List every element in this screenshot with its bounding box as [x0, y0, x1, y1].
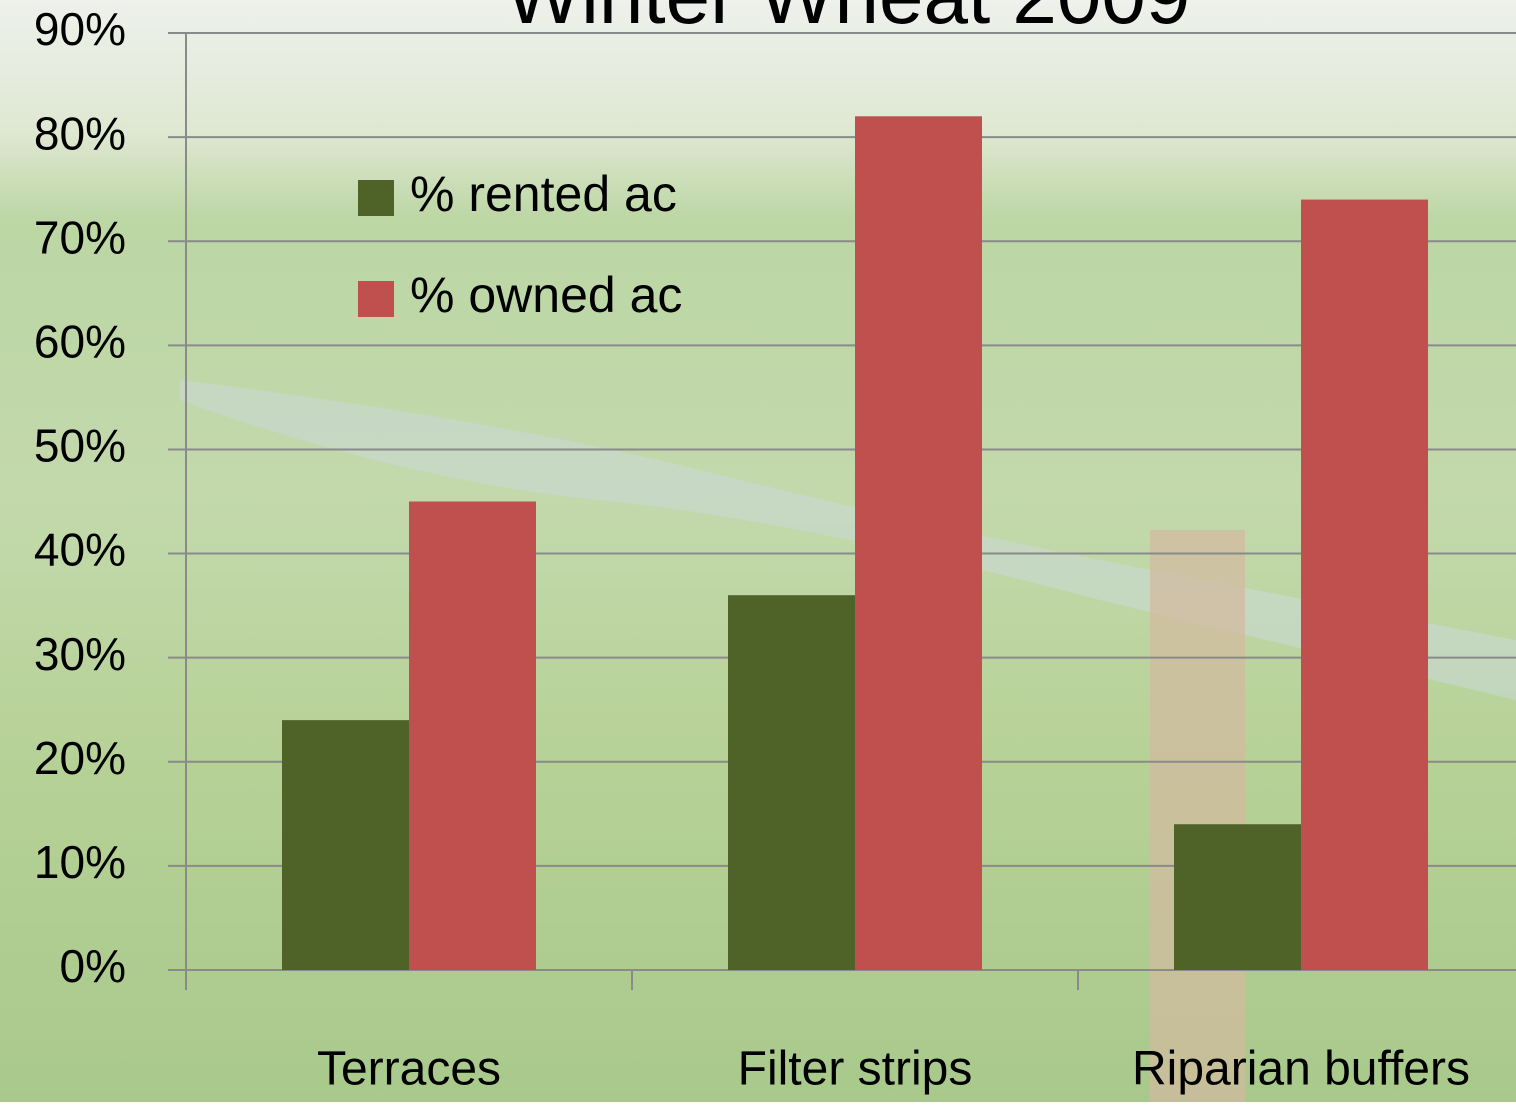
legend-swatch — [358, 281, 394, 317]
chart-title: Winter Wheat 2009 — [506, 0, 1191, 40]
legend-swatch — [358, 180, 394, 216]
x-tick-label: Filter strips — [738, 1043, 973, 1096]
stream — [180, 380, 1516, 700]
legend-label: % owned ac — [410, 267, 682, 323]
x-tick-label: Terraces — [317, 1043, 501, 1096]
bar — [1174, 824, 1301, 970]
y-tick-label: 60% — [34, 315, 126, 367]
bar — [409, 501, 536, 970]
bar — [1301, 199, 1428, 971]
y-tick-label: 10% — [34, 836, 126, 888]
y-tick-label: 0% — [60, 940, 126, 992]
bar — [728, 595, 855, 970]
bar — [282, 720, 409, 970]
x-tick-label: Riparian buffers — [1132, 1043, 1470, 1096]
y-tick-label: 50% — [34, 420, 126, 472]
y-tick-label: 20% — [34, 732, 126, 784]
bar — [855, 116, 982, 971]
y-tick-label: 70% — [34, 211, 126, 263]
y-tick-label: 30% — [34, 628, 126, 680]
y-tick-label: 40% — [34, 524, 126, 576]
y-tick-label: 80% — [34, 107, 126, 159]
legend-label: % rented ac — [410, 166, 677, 222]
y-tick-label: 90% — [34, 3, 126, 55]
fence-post — [1150, 530, 1245, 1102]
